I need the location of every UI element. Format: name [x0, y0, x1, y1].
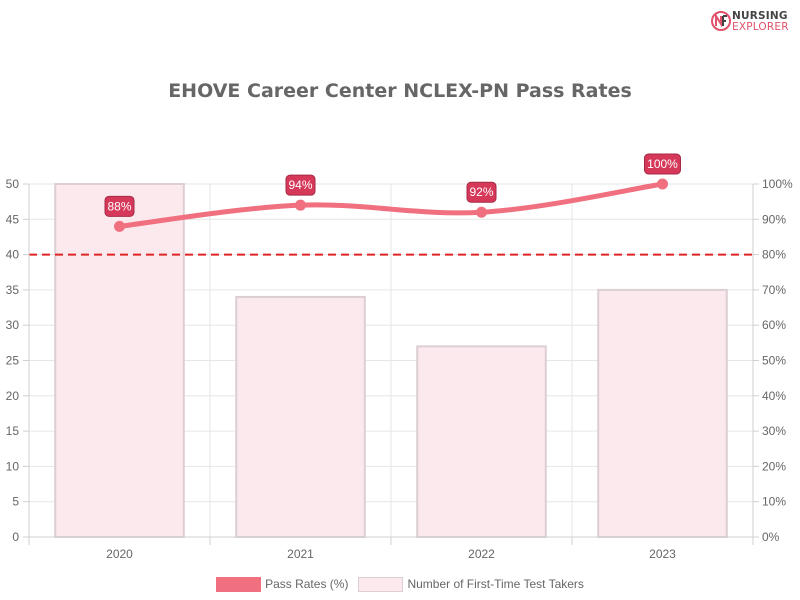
legend-label-pass-rates: Pass Rates (%)	[265, 577, 349, 591]
point-pass-rate	[114, 220, 125, 232]
pass-rate-points	[114, 178, 668, 232]
axes: 0 5 10 15 20 25 30 35 40 45 50 0% 10% 20% 30% 40% 50% 60%…	[6, 177, 793, 561]
y-left-tick-label: 15	[6, 424, 20, 438]
data-label-box	[104, 195, 135, 217]
data-labels: 88% 94% 92% 100%	[104, 153, 681, 217]
chart-title: EHOVE Career Center NCLEX-PN Pass Rates	[168, 80, 632, 102]
bars	[54, 183, 728, 538]
logo-text-nursing: NURSING	[732, 10, 788, 22]
x-tick-label: 2022	[468, 547, 495, 561]
y-right-tick-label: 30%	[762, 424, 786, 438]
y-left-tick-label: 0	[12, 530, 19, 544]
data-label-box	[644, 153, 681, 175]
y-right-tick-label: 50%	[762, 354, 786, 368]
legend: Pass Rates (%) Number of First-Time Test…	[0, 575, 800, 593]
y-right-tick-label: 10%	[762, 495, 786, 509]
point-pass-rate	[295, 199, 306, 211]
y-left-tick-label: 20	[6, 389, 20, 403]
x-tick-label: 2020	[106, 547, 133, 561]
legend-swatch-test-takers	[358, 576, 404, 592]
y-right-tick-label: 60%	[762, 318, 786, 332]
x-tick-label: 2023	[649, 547, 676, 561]
y-left-tick-label: 25	[6, 354, 20, 368]
logo-text-explorer: EXPLORER	[732, 21, 789, 33]
data-label-box	[285, 174, 316, 196]
legend-item-test-takers[interactable]: Number of First-Time Test Takers	[358, 576, 584, 592]
x-tick-label: 2021	[287, 547, 314, 561]
y-right-tick-label: 80%	[762, 248, 786, 262]
nursing-explorer-logo-icon	[711, 11, 731, 31]
legend-swatch-pass-rates	[216, 576, 262, 592]
y-left-tick-label: 35	[6, 283, 20, 297]
legend-item-pass-rates[interactable]: Pass Rates (%)	[216, 576, 349, 592]
y-left-tick-label: 40	[6, 248, 20, 262]
series-line-pass-rates	[117, 181, 665, 229]
y-right-tick-label: 40%	[762, 389, 786, 403]
data-label-box	[466, 181, 497, 203]
data-label-pass-rate: 92%	[469, 185, 493, 199]
y-right-tick-label: 20%	[762, 459, 786, 473]
y-left-tick-label: 5	[12, 495, 19, 509]
y-right-tick-label: 70%	[762, 283, 786, 297]
bar-test-takers	[235, 295, 366, 538]
data-label-pass-rate: 100%	[647, 157, 678, 171]
y-left-tick-label: 10	[6, 459, 20, 473]
nursing-explorer-logo: NURSING EXPLORER	[710, 8, 794, 36]
bar-test-takers	[597, 288, 728, 538]
point-pass-rate	[657, 178, 668, 190]
y-left-tick-label: 45	[6, 212, 20, 226]
bar-test-takers	[416, 345, 547, 538]
y-right-tick-label: 0%	[762, 530, 780, 544]
y-left-tick-label: 50	[6, 177, 20, 191]
y-left-tick-label: 30	[6, 318, 20, 332]
data-label-pass-rate: 88%	[107, 199, 131, 213]
bar-test-takers	[54, 183, 185, 538]
data-label-pass-rate: 94%	[288, 178, 312, 192]
pass-rate-line	[117, 181, 665, 229]
legend-label-test-takers: Number of First-Time Test Takers	[407, 577, 584, 591]
y-right-tick-label: 90%	[762, 212, 786, 226]
point-pass-rate	[476, 206, 487, 218]
y-right-tick-label: 100%	[762, 177, 793, 191]
